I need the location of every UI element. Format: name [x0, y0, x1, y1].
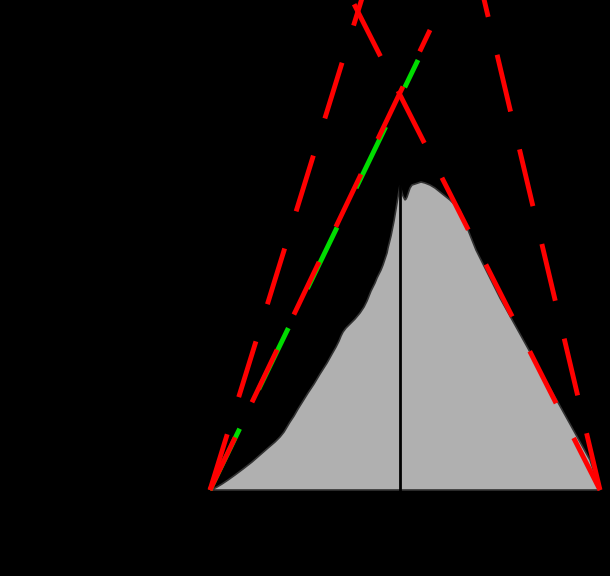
Polygon shape [210, 182, 600, 490]
